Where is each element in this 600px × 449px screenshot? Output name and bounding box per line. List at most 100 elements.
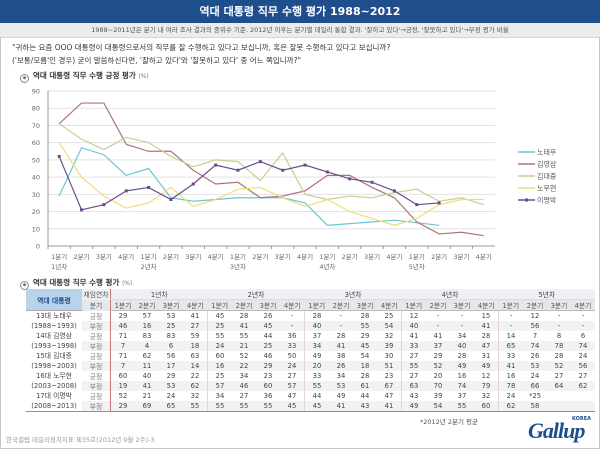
table-cell: 49 bbox=[336, 392, 346, 400]
table-cell: 14 bbox=[498, 331, 523, 341]
y-tick-label: 20 bbox=[32, 208, 40, 216]
table-header-years: 역대 대통령 재임연차 1년차 2년차 3년차 4년차 5년차 bbox=[26, 289, 595, 311]
table-cell: 46 bbox=[263, 352, 273, 360]
table-cell: 22 bbox=[190, 372, 200, 380]
table-cell: 41 bbox=[377, 401, 402, 412]
data-point bbox=[370, 180, 374, 184]
table-row-positive: 13대 노태우 긍정 29 57 53 41 45 28 26-28-28 25 12- -15-12… bbox=[26, 310, 595, 321]
table-cell: 62 bbox=[142, 352, 152, 360]
table-cell: 28 bbox=[481, 332, 491, 340]
positive-label: 긍정 bbox=[89, 353, 103, 361]
table-cell: 34 bbox=[304, 341, 329, 351]
table-cell: 4 bbox=[135, 341, 159, 351]
x-tick-label: 4분기 bbox=[208, 252, 224, 261]
table-cell: 64 bbox=[547, 381, 571, 391]
table-cell: 62 bbox=[498, 401, 523, 412]
table-cell: 25 bbox=[384, 312, 394, 320]
x-tick-label: 2분기 bbox=[73, 252, 89, 261]
x-tick-label: 2분기 bbox=[252, 252, 268, 261]
table-cell: 12 bbox=[401, 310, 426, 321]
table-cell: - bbox=[547, 321, 571, 331]
table-row-negative: (2003~2008) 부정 19 41 53 62 57 46 60 57 55 53 61 67 63 7… bbox=[26, 381, 595, 391]
table-cell: 52 bbox=[239, 352, 249, 360]
quarter-header: 3분기 bbox=[159, 299, 183, 311]
table-cell: 41 bbox=[433, 332, 443, 340]
table-cell bbox=[547, 401, 571, 412]
table-row-negative: (2008~2013) 부정 29 69 65 55 55 55 55 45 45 41 43 41 49 5… bbox=[26, 401, 595, 412]
section-bullet-icon: ◆ bbox=[20, 74, 29, 83]
x-tick-label: 4분기 bbox=[476, 252, 492, 261]
year-header: 1년차 bbox=[110, 289, 208, 300]
table-cell: 34 bbox=[457, 332, 467, 340]
x-tick-label: 3분기 bbox=[364, 252, 380, 261]
table-cell: 34 bbox=[336, 372, 346, 380]
y-tick-label: 10 bbox=[32, 225, 40, 233]
chart-unit: (%) bbox=[138, 73, 149, 80]
table-cell: 32 bbox=[481, 392, 491, 400]
table-cell: 55 bbox=[207, 401, 232, 412]
table-cell bbox=[571, 391, 595, 401]
table-cell: 51 bbox=[377, 361, 402, 371]
table-cell: 55 bbox=[239, 332, 249, 340]
x-tick-label: 4분기 bbox=[118, 252, 134, 261]
president-term: (2008~2013) bbox=[26, 401, 82, 412]
table-cell: - bbox=[436, 312, 440, 320]
table-cell: 12 bbox=[530, 312, 540, 320]
x-tick-label: 3분기 bbox=[185, 252, 201, 261]
quarter-header: 1분기 bbox=[304, 299, 329, 311]
table-cell: 54 bbox=[426, 401, 450, 412]
data-point bbox=[214, 163, 218, 167]
table-unit: (%) bbox=[121, 280, 133, 287]
table-row-negative: (1993~1998) 부정 7 4 6 18 24 21 25 33 34 41 45 39 33 37 40… bbox=[26, 341, 595, 351]
data-point bbox=[281, 168, 285, 172]
table-cell: 34 bbox=[207, 391, 232, 401]
table-cell bbox=[547, 391, 571, 401]
table-cell: 24 bbox=[207, 341, 232, 351]
table-cell: 83 bbox=[166, 332, 176, 340]
table-cell: 43 bbox=[401, 391, 426, 401]
quarter-header: 3분기 bbox=[450, 299, 474, 311]
quarter-header: 2분기 bbox=[426, 299, 450, 311]
table-cell: 46 bbox=[232, 381, 256, 391]
president-term: (1993~1998) bbox=[26, 341, 82, 351]
year-header: 5년차 bbox=[498, 289, 595, 300]
x-year-label: 3년차 bbox=[230, 262, 246, 271]
table-cell: 55 bbox=[232, 401, 256, 412]
table-cell: 70 bbox=[426, 381, 450, 391]
x-tick-label: 2분기 bbox=[431, 252, 447, 261]
legend-label: 김영삼 bbox=[537, 160, 557, 169]
x-tick-label: 4분기 bbox=[386, 252, 402, 261]
x-year-label: 5년차 bbox=[409, 262, 425, 271]
table-cell: 32 bbox=[190, 392, 200, 400]
table-cell: 29 bbox=[360, 332, 370, 340]
quarter-header: 4분기 bbox=[474, 299, 499, 311]
table-cell: - bbox=[280, 321, 305, 331]
table-cell: 25 bbox=[207, 371, 232, 381]
table-cell: 61 bbox=[353, 381, 377, 391]
table-row-positive: 14대 김영삼 긍정 71 83 83 59 55 55 44 36 37 28 29 32 41 41 34 2… bbox=[26, 331, 595, 341]
table-cell: 65 bbox=[498, 341, 523, 351]
survey-question: "귀하는 요즘 OOO 대통령이 대통령으로서의 직무를 잘 수행하고 있다고 … bbox=[12, 41, 390, 67]
approval-table: 역대 대통령 재임연차 1년차 2년차 3년차 4년차 5년차 분기 1분기 2분기 3분기… bbox=[26, 289, 595, 412]
year-header: 4년차 bbox=[401, 289, 499, 300]
table-section-title: ◆ 역대 대통령 직무 수행 평가 (%) bbox=[20, 277, 132, 290]
x-tick-label: 2분기 bbox=[342, 252, 358, 261]
quarter-header: 2분기 bbox=[329, 299, 353, 311]
president-term: (1998~2003) bbox=[26, 361, 82, 371]
quarter-header: 1분기 bbox=[110, 299, 135, 311]
table-cell: - bbox=[498, 310, 523, 321]
table-cell: 21 bbox=[142, 392, 152, 400]
data-point bbox=[191, 182, 195, 186]
quarter-header: 2분기 bbox=[135, 299, 159, 311]
table-cell: 40 bbox=[450, 341, 474, 351]
data-point bbox=[169, 198, 173, 201]
table-cell: 78 bbox=[498, 381, 523, 391]
table-cell: 18 bbox=[183, 341, 208, 351]
table-cell: 40 bbox=[401, 321, 426, 331]
question-line-1: "귀하는 요즘 OOO 대통령이 대통령으로서의 직무를 잘 수행하고 있다고 … bbox=[12, 43, 391, 52]
table-cell: 69 bbox=[135, 401, 159, 412]
source-citation: 한국갤럽 데일리정치지표 제35호(2012년 9월 2주)-3 bbox=[6, 436, 155, 444]
president-name: 13대 노태우 bbox=[36, 312, 72, 320]
table-cell: 63 bbox=[190, 352, 200, 360]
table-cell: 65 bbox=[159, 401, 183, 412]
